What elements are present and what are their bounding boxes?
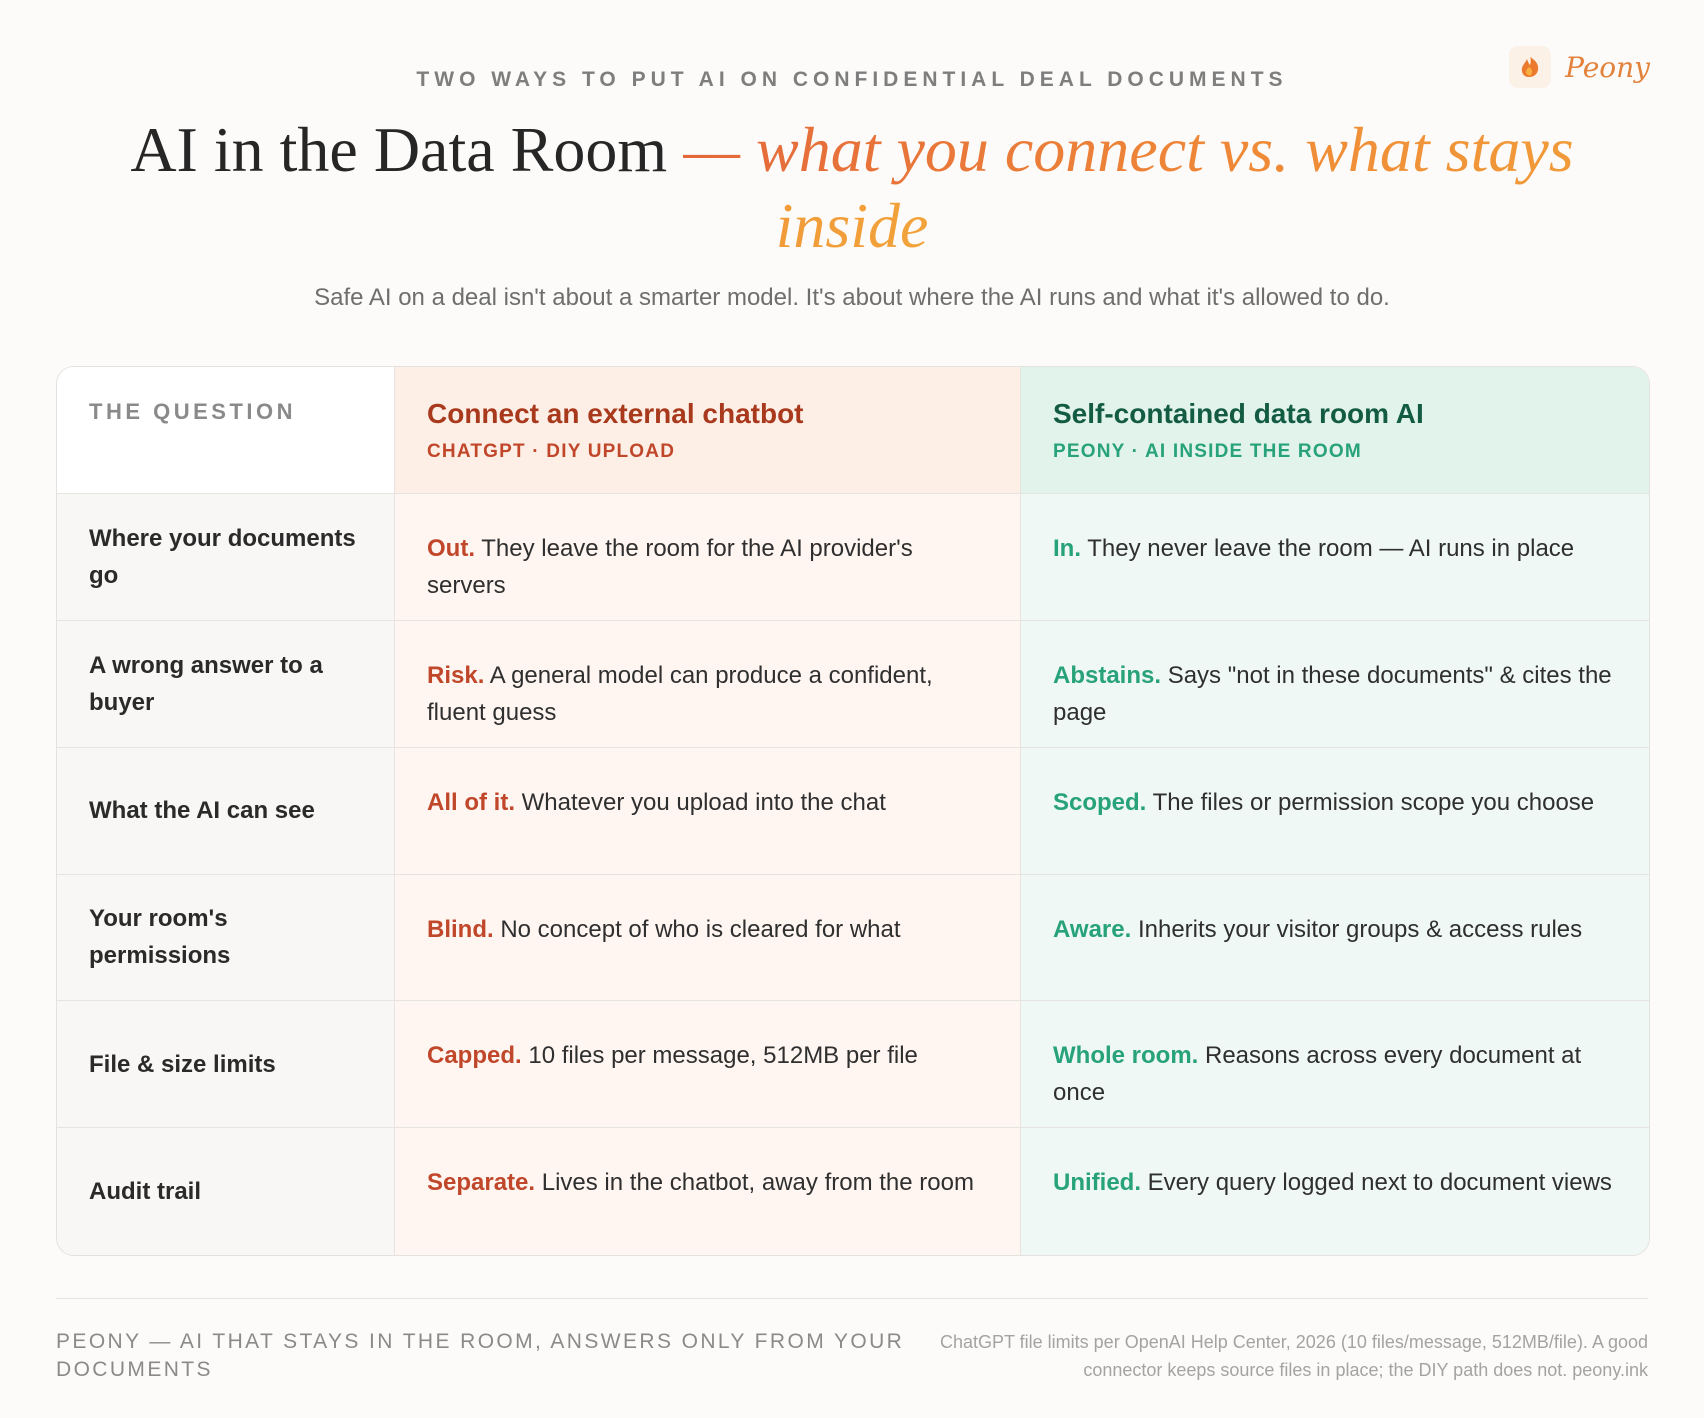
internal-detail: Reasons across every document at once	[1053, 1042, 1582, 1107]
internal-column-title: Self-contained data room AI	[1053, 398, 1424, 429]
internal-verdict: Abstains.	[1053, 661, 1162, 689]
subtitle: Safe AI on a deal isn't about a smarter …	[314, 284, 1390, 311]
external-cell: Risk. A general model can produce a conf…	[395, 620, 1021, 748]
question-column-header: THE QUESTION	[57, 367, 395, 494]
internal-column-subtitle: PEONY · AI INSIDE THE ROOM	[1053, 441, 1362, 462]
external-column-subtitle: CHATGPT · DIY UPLOAD	[427, 441, 676, 462]
internal-column-header: Self-contained data room AI PEONY · AI I…	[1021, 367, 1649, 494]
internal-detail: Every query logged next to document view…	[1147, 1169, 1612, 1197]
internal-cell: Aware. Inherits your visitor groups & ac…	[1021, 874, 1649, 1002]
footer-tagline: PEONY — AI THAT STAYS IN THE ROOM, ANSWE…	[56, 1330, 905, 1381]
external-cell: Capped. 10 files per message, 512MB per …	[395, 1001, 1021, 1129]
internal-detail: They never leave the room — AI runs in p…	[1087, 535, 1575, 562]
external-cell: Out. They leave the room for the AI prov…	[395, 494, 1021, 621]
external-verdict: Risk.	[427, 661, 485, 689]
external-detail: 10 files per message, 512MB per file	[528, 1042, 918, 1070]
external-cell: Separate. Lives in the chatbot, away fro…	[395, 1128, 1021, 1255]
brand-name: Peony	[1565, 50, 1650, 84]
internal-detail: Says "not in these documents" & cites th…	[1053, 661, 1612, 726]
footer-divider	[56, 1298, 1648, 1299]
internal-verdict: Whole room.	[1053, 1042, 1199, 1070]
question-cell: File & size limits	[57, 1001, 395, 1129]
footer-note: ChatGPT file limits per OpenAI Help Cent…	[939, 1332, 1648, 1380]
external-verdict: Blind.	[427, 915, 494, 943]
external-detail: Lives in the chatbot, away from the room	[541, 1169, 974, 1197]
internal-detail: The files or permission scope you choose	[1152, 788, 1595, 816]
question-cell: A wrong answer to a buyer	[57, 620, 395, 748]
external-cell: Blind. No concept of who is cleared for …	[395, 874, 1021, 1002]
headline-accent: — what you connect vs. what stays inside	[683, 114, 1574, 261]
page-title: AI in the Data Room — what you connect v…	[90, 112, 1614, 264]
internal-verdict: Unified.	[1053, 1169, 1141, 1197]
peony-flame-icon	[1509, 46, 1552, 88]
brand-logo: Peony	[1509, 46, 1650, 88]
internal-cell: Unified. Every query logged next to docu…	[1021, 1128, 1649, 1255]
question-cell: Audit trail	[57, 1128, 395, 1255]
external-column-title: Connect an external chatbot	[427, 398, 804, 429]
internal-detail: Inherits your visitor groups & access ru…	[1137, 915, 1583, 943]
external-verdict: All of it.	[427, 788, 515, 816]
external-verdict: Out.	[427, 535, 475, 562]
external-verdict: Separate.	[427, 1169, 536, 1197]
external-detail: No concept of who is cleared for what	[500, 915, 901, 943]
headline-main: AI in the Data Room	[130, 114, 668, 185]
external-detail: A general model can produce a confident,…	[427, 661, 933, 726]
external-cell: All of it. Whatever you upload into the …	[395, 747, 1021, 875]
kicker-text: TWO WAYS TO PUT AI ON CONFIDENTIAL DEAL …	[416, 68, 1288, 91]
question-cell: Where your documents go	[57, 494, 395, 621]
internal-verdict: Aware.	[1053, 915, 1132, 943]
internal-cell: Whole room. Reasons across every documen…	[1021, 1001, 1649, 1129]
external-detail: They leave the room for the AI provider'…	[427, 535, 913, 599]
external-detail: Whatever you upload into the chat	[521, 788, 886, 816]
question-cell: Your room's permissions	[57, 874, 395, 1002]
external-verdict: Capped.	[427, 1042, 522, 1070]
comparison-table: THE QUESTION Connect an external chatbot…	[56, 366, 1650, 1256]
internal-cell: Abstains. Says "not in these documents" …	[1021, 620, 1649, 748]
question-cell: What the AI can see	[57, 747, 395, 875]
internal-cell: In. They never leave the room — AI runs …	[1021, 494, 1649, 621]
internal-verdict: In.	[1053, 535, 1081, 562]
internal-verdict: Scoped.	[1053, 788, 1147, 816]
internal-cell: Scoped. The files or permission scope yo…	[1021, 747, 1649, 875]
external-column-header: Connect an external chatbot CHATGPT · DI…	[395, 367, 1021, 494]
